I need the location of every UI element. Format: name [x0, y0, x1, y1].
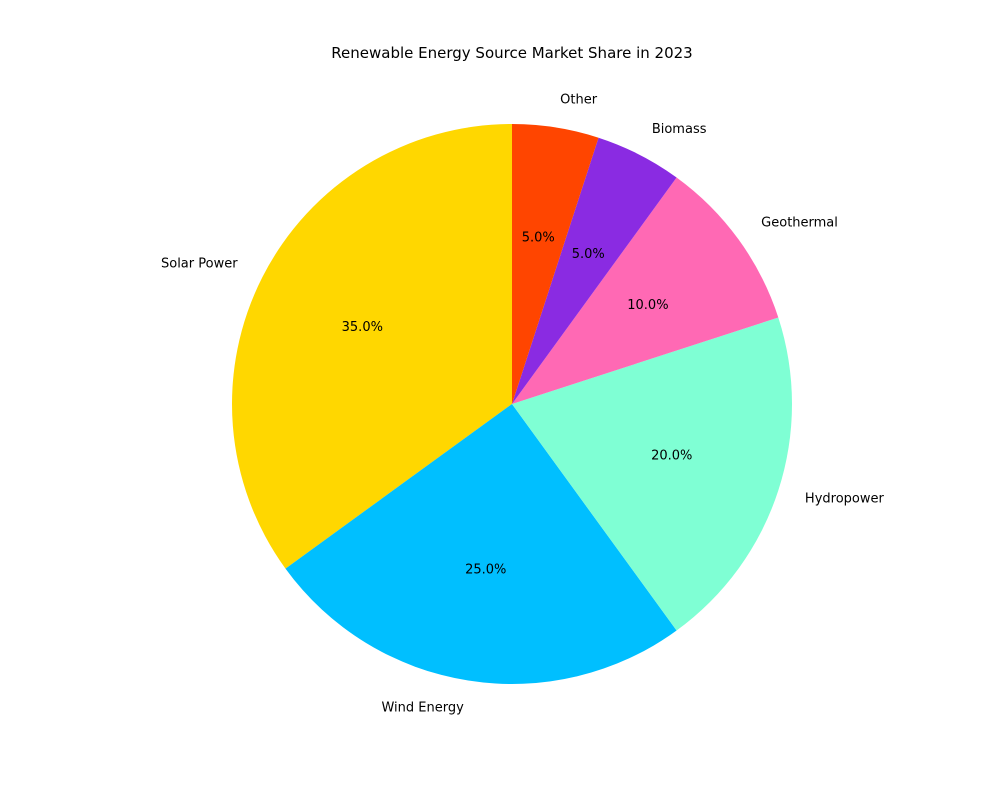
pie-slice-biomass [512, 137, 677, 405]
slice-label-solar-power: Solar Power [161, 257, 238, 272]
slice-label-wind-energy: Wind Energy [381, 701, 464, 716]
pie-slice-wind-energy [285, 404, 677, 684]
slice-label-biomass: Biomass [652, 122, 707, 137]
slice-label-hydropower: Hydropower [805, 492, 885, 507]
percent-label-other: 5.0% [522, 231, 555, 246]
percent-label-wind-energy: 25.0% [465, 562, 506, 577]
chart-title: Renewable Energy Source Market Share in … [331, 44, 692, 62]
pie-slice-geothermal [512, 177, 779, 404]
pie-slice-other [512, 124, 599, 404]
pie-slices [232, 124, 793, 684]
slice-label-other: Other [560, 92, 598, 107]
percent-label-solar-power: 35.0% [342, 320, 383, 335]
slice-label-geothermal: Geothermal [761, 215, 838, 230]
pie-slice-hydropower [512, 317, 793, 631]
percent-label-biomass: 5.0% [572, 247, 605, 262]
percent-label-hydropower: 20.0% [651, 448, 692, 463]
pie-slice-solar-power [232, 124, 512, 569]
pie-labels: Solar Power 35.0% Wind Energy 25.0% Hydropow… [161, 92, 885, 715]
percent-label-geothermal: 10.0% [627, 298, 668, 313]
